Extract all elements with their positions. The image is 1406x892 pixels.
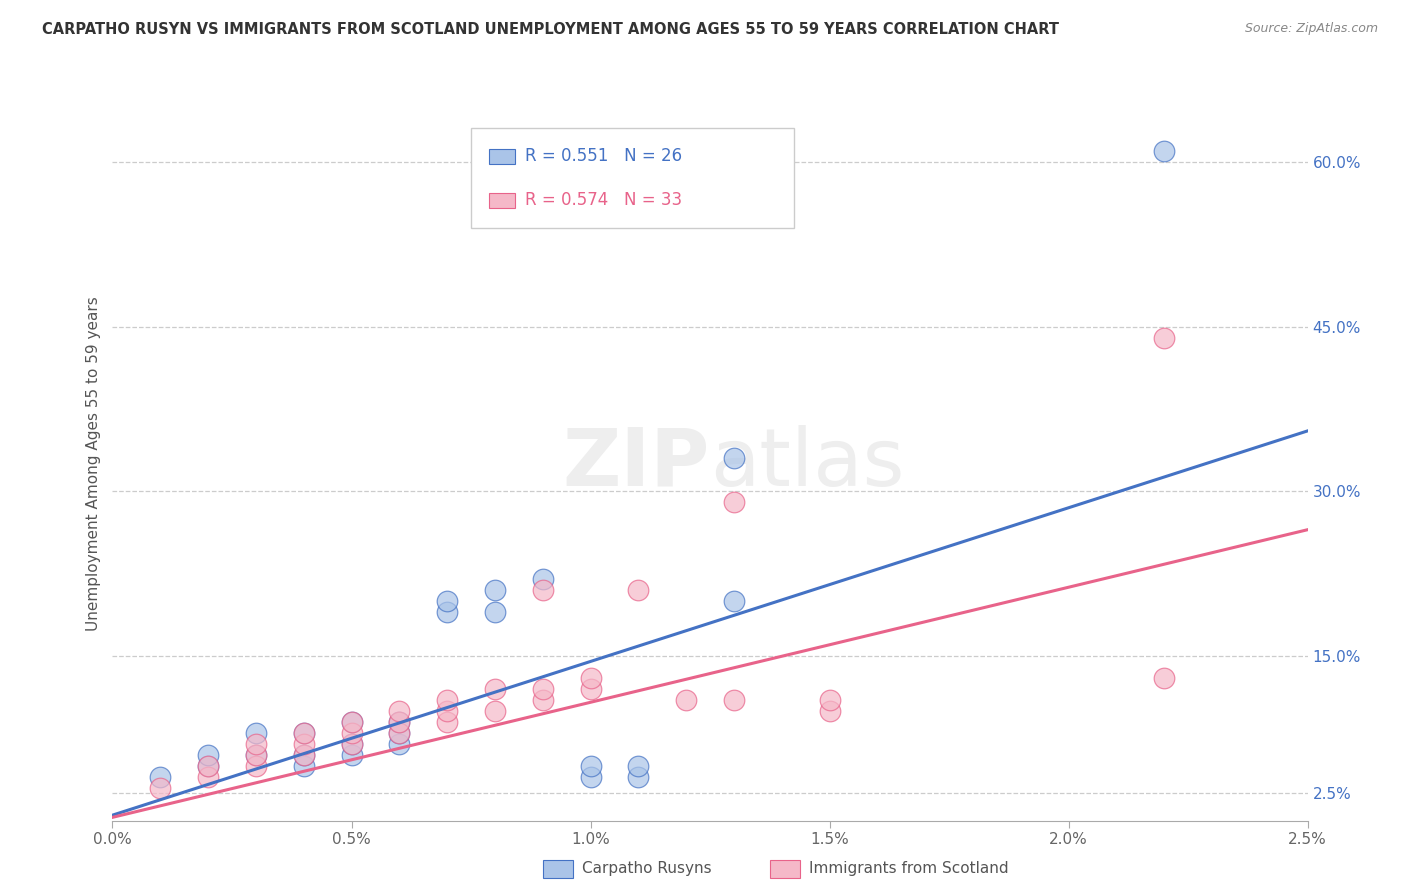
Point xyxy=(484,681,506,696)
Point xyxy=(197,758,219,772)
Point xyxy=(292,747,315,762)
Point xyxy=(484,605,506,619)
Point xyxy=(292,726,315,740)
Point xyxy=(149,770,172,784)
Point xyxy=(1153,671,1175,685)
Point xyxy=(388,714,411,729)
Point xyxy=(197,770,219,784)
FancyBboxPatch shape xyxy=(543,860,572,878)
Point xyxy=(723,594,745,608)
Text: CARPATHO RUSYN VS IMMIGRANTS FROM SCOTLAND UNEMPLOYMENT AMONG AGES 55 TO 59 YEAR: CARPATHO RUSYN VS IMMIGRANTS FROM SCOTLA… xyxy=(42,22,1059,37)
FancyBboxPatch shape xyxy=(770,860,800,878)
Point xyxy=(484,583,506,598)
Point xyxy=(531,572,554,586)
Point xyxy=(197,758,219,772)
Point xyxy=(149,780,172,795)
Point xyxy=(436,714,458,729)
Point xyxy=(436,693,458,707)
Text: atlas: atlas xyxy=(710,425,904,503)
Point xyxy=(340,747,363,762)
Text: R = 0.551   N = 26: R = 0.551 N = 26 xyxy=(524,147,682,165)
Point xyxy=(245,737,267,751)
Point xyxy=(388,726,411,740)
Y-axis label: Unemployment Among Ages 55 to 59 years: Unemployment Among Ages 55 to 59 years xyxy=(86,296,101,632)
Point xyxy=(1153,330,1175,344)
Point xyxy=(627,583,650,598)
Point xyxy=(388,714,411,729)
Point xyxy=(340,737,363,751)
Point xyxy=(340,726,363,740)
Point xyxy=(245,747,267,762)
FancyBboxPatch shape xyxy=(471,128,793,228)
Point xyxy=(340,737,363,751)
Text: Immigrants from Scotland: Immigrants from Scotland xyxy=(810,861,1010,876)
Point xyxy=(579,681,602,696)
Point xyxy=(388,737,411,751)
Point xyxy=(818,693,841,707)
Point xyxy=(245,747,267,762)
Point xyxy=(292,726,315,740)
Point xyxy=(292,758,315,772)
Point xyxy=(436,605,458,619)
Point xyxy=(531,681,554,696)
Point xyxy=(531,693,554,707)
Point xyxy=(818,704,841,718)
Point xyxy=(292,737,315,751)
Point xyxy=(723,693,745,707)
Point xyxy=(245,758,267,772)
Point xyxy=(675,693,697,707)
Point xyxy=(723,451,745,466)
Text: ZIP: ZIP xyxy=(562,425,710,503)
Point xyxy=(579,758,602,772)
Point xyxy=(388,704,411,718)
Point xyxy=(531,583,554,598)
Point xyxy=(484,704,506,718)
FancyBboxPatch shape xyxy=(489,149,515,164)
Point xyxy=(340,714,363,729)
Point xyxy=(1153,144,1175,158)
Point xyxy=(292,747,315,762)
Point xyxy=(388,726,411,740)
FancyBboxPatch shape xyxy=(489,193,515,208)
Text: Carpatho Rusyns: Carpatho Rusyns xyxy=(582,861,711,876)
Text: R = 0.574   N = 33: R = 0.574 N = 33 xyxy=(524,192,682,210)
Point xyxy=(627,758,650,772)
Point xyxy=(340,714,363,729)
Point xyxy=(579,671,602,685)
Point xyxy=(436,704,458,718)
Point xyxy=(627,770,650,784)
Point xyxy=(197,747,219,762)
Point xyxy=(245,726,267,740)
Point xyxy=(436,594,458,608)
Point xyxy=(579,770,602,784)
Text: Source: ZipAtlas.com: Source: ZipAtlas.com xyxy=(1244,22,1378,36)
Point xyxy=(723,495,745,509)
